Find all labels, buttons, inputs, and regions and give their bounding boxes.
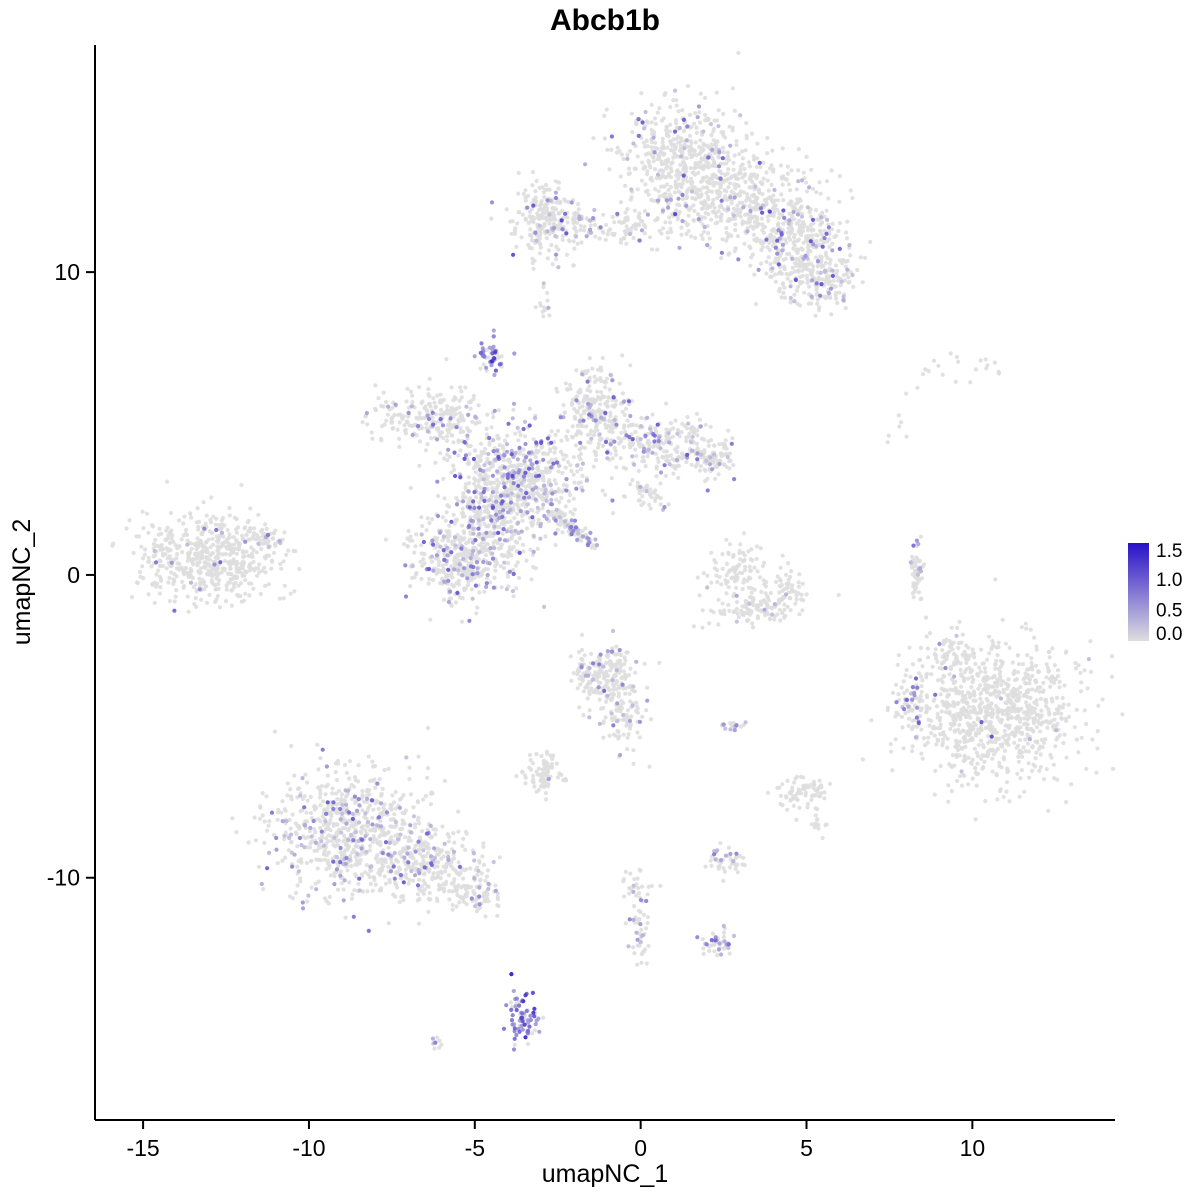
expression-legend: 1.5 1.0 0.5 0.0 [1128,541,1182,645]
y-tick-label: 10 [54,259,80,285]
legend-tick-label: 1.5 [1156,541,1182,562]
legend-tick-label: 0.5 [1156,600,1182,621]
legend-tick-label: 0.0 [1156,624,1182,645]
x-axis-title: umapNC_1 [542,1160,668,1188]
x-tick-label: 0 [634,1135,647,1161]
legend-tick-label: 1.0 [1156,570,1182,591]
points-layer [110,50,1125,1052]
x-tick-label: -5 [465,1135,485,1161]
legend-labels: 1.5 1.0 0.5 0.0 [1156,541,1182,645]
x-tick-label: 10 [960,1135,986,1161]
y-axis-title: umapNC_2 [8,519,36,645]
y-tick-label: 0 [67,562,80,588]
ticks-layer: -15 -10 -5 0 5 10 10 0 -10 [47,259,985,1161]
y-tick-label: -10 [47,865,80,891]
x-tick-label: -10 [292,1135,325,1161]
x-tick-label: -15 [126,1135,159,1161]
plot-title: Abcb1b [550,4,660,37]
x-tick-label: 5 [800,1135,813,1161]
legend-colorbar [1128,543,1149,641]
